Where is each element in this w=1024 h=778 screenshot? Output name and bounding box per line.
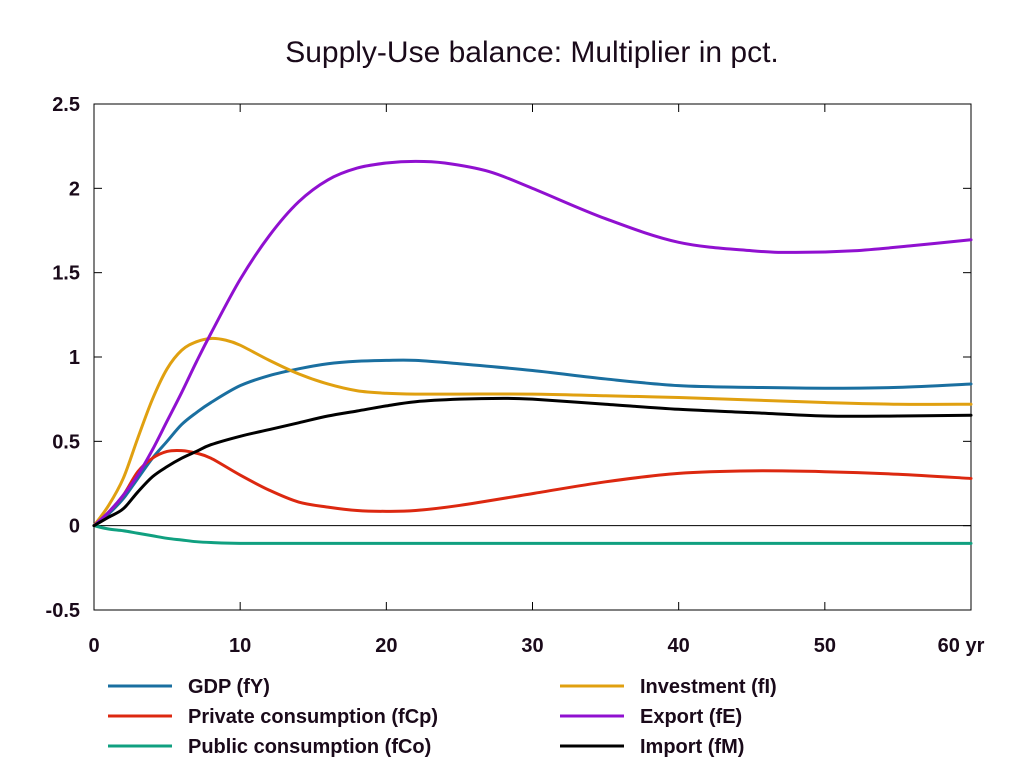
series-line-export-fe xyxy=(92,159,973,528)
legend-label-import-fm: Import (fM) xyxy=(640,736,744,758)
x-tick-label: 10 xyxy=(229,635,251,657)
y-tick-label: 2.5 xyxy=(52,94,80,116)
legend-label-export-fe: Export (fE) xyxy=(640,706,742,728)
x-tick-label: 50 xyxy=(814,635,836,657)
chart-title: Supply-Use balance: Multiplier in pct. xyxy=(285,36,779,69)
y-tick-label: 0.5 xyxy=(52,431,80,453)
series-line-import-fm xyxy=(92,396,973,528)
series-line-private-consumption-fcp xyxy=(92,448,973,528)
legend-label-gdp-fy: GDP (fY) xyxy=(188,676,270,698)
x-tick-label: 0 xyxy=(88,635,99,657)
legend-label-public-consumption-fco: Public consumption (fCo) xyxy=(188,736,431,758)
legend-label-investment-fi: Investment (fI) xyxy=(640,676,777,698)
x-tick-label: 20 xyxy=(375,635,397,657)
series-lines xyxy=(92,159,973,545)
series-line-gdp-fy xyxy=(92,358,973,528)
series-line-investment-fi xyxy=(92,336,973,528)
x-tick-label: 60 yr xyxy=(938,635,985,657)
y-tick-label: 1.5 xyxy=(52,263,80,285)
y-tick-label: -0.5 xyxy=(46,600,80,622)
y-tick-label: 1 xyxy=(69,347,80,369)
legend-label-private-consumption-fcp: Private consumption (fCp) xyxy=(188,706,438,728)
y-tick-label: 2 xyxy=(69,178,80,200)
x-tick-label: 30 xyxy=(521,635,543,657)
y-tick-label: 0 xyxy=(69,516,80,538)
axes: -0.5 0 0.5 1 1.5 2 2.5 0 10 20 30 40 50 60 yr xyxy=(46,94,985,657)
x-tick-label: 40 xyxy=(668,635,690,657)
plot-frame xyxy=(93,103,972,611)
series-line-public-consumption-fco xyxy=(92,524,973,545)
legend: GDP (fY) Investment (fI) Private consumpti… xyxy=(108,676,777,758)
